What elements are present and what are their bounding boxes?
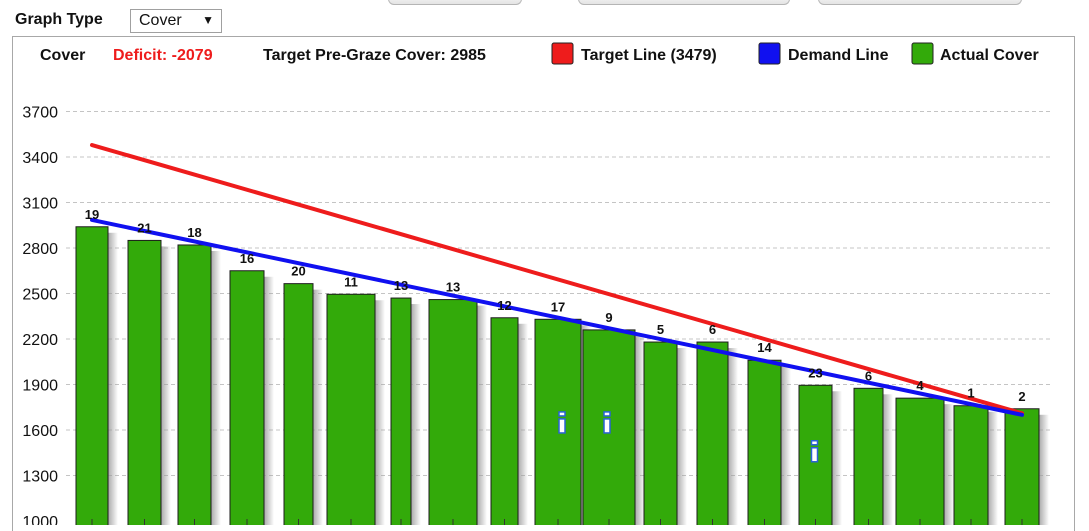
bar-label: 12	[497, 298, 511, 313]
cover-label: Cover	[40, 47, 85, 64]
bar-shadow	[728, 348, 738, 525]
bar-label: 4	[916, 378, 924, 393]
bar	[953, 405, 989, 525]
bar-label: 17	[551, 299, 565, 314]
bars	[75, 226, 1049, 525]
target-line	[90, 143, 1024, 416]
bar-shadow	[518, 323, 528, 525]
bar-shadow	[411, 304, 421, 525]
bar	[895, 397, 945, 525]
bar-shadow	[781, 366, 791, 525]
bar-label: 16	[240, 251, 254, 266]
graph-type-value: Cover	[139, 12, 182, 29]
legend: Target Line (3479) Demand Line Actual Co…	[551, 42, 1039, 65]
bar-shadow	[677, 348, 687, 525]
bar-shadow	[264, 276, 274, 525]
info-icon	[810, 447, 819, 463]
bar-shadow	[1039, 414, 1049, 525]
chart-frame	[12, 36, 1075, 531]
chevron-down-icon: ▼	[202, 13, 214, 27]
y-tick-label: 2500	[22, 287, 58, 304]
y-tick-label: 3700	[22, 105, 58, 122]
bar	[177, 244, 212, 525]
deficit-value: Deficit: -2079	[113, 47, 213, 64]
bar-shadow	[211, 250, 221, 525]
y-tick-label: 2200	[22, 332, 58, 349]
bar-label: 13	[446, 280, 460, 295]
legend-swatch-target	[551, 42, 574, 65]
trend-lines	[90, 143, 1024, 417]
y-tick-label: 2800	[22, 241, 58, 258]
bar-shadow	[988, 411, 998, 525]
target-pre-graze-cover: Target Pre-Graze Cover: 2985	[263, 47, 486, 64]
y-tick-label: 1300	[22, 469, 58, 486]
bar-label: 11	[344, 274, 358, 289]
bar	[229, 270, 265, 525]
legend-label-target: Target Line (3479)	[581, 47, 717, 64]
bar-shadow	[108, 232, 118, 525]
bar-label: 13	[394, 278, 408, 293]
info-icon	[558, 418, 566, 434]
bar-shadow	[313, 289, 323, 525]
bar-label: 21	[137, 220, 151, 235]
y-tick-label: 1900	[22, 378, 58, 395]
demand-line	[90, 217, 1024, 417]
bar-label: 1	[967, 386, 974, 401]
legend-swatch-actual	[911, 42, 934, 65]
bar	[534, 318, 582, 525]
legend-swatch-demand	[758, 42, 781, 65]
bar	[326, 293, 376, 525]
bar-shadow	[477, 305, 487, 525]
bar-shadow	[635, 335, 645, 525]
bar-label: 14	[757, 340, 772, 355]
bar-label: 5	[657, 322, 664, 337]
info-icon	[810, 440, 819, 446]
legend-label-actual: Actual Cover	[940, 47, 1039, 64]
y-tick-label: 3100	[22, 196, 58, 213]
bar-label: 19	[85, 207, 99, 222]
bar	[127, 239, 162, 525]
bar	[643, 341, 678, 525]
bar-shadow	[944, 404, 954, 525]
bar-shadow	[832, 391, 842, 525]
bar	[490, 317, 519, 525]
info-icon	[603, 418, 611, 434]
bar	[390, 297, 412, 525]
bar	[75, 226, 109, 525]
legend-label-demand: Demand Line	[788, 47, 889, 64]
bar-label: 23	[808, 365, 822, 380]
bar-label: 6	[865, 368, 872, 383]
bar-label: 18	[187, 225, 201, 240]
bar	[747, 359, 782, 525]
y-tick-label: 1600	[22, 423, 58, 440]
bar	[283, 283, 314, 525]
y-tick-label: 1000	[22, 514, 58, 525]
y-tick-label: 3400	[22, 150, 58, 167]
toolbar: Graph Type Cover ▼	[0, 0, 1089, 36]
info-markers	[558, 411, 819, 463]
graph-type-select[interactable]: Cover ▼	[130, 9, 222, 33]
bar-label: 6	[709, 322, 716, 337]
bar-label: 2	[1018, 389, 1025, 404]
y-axis: 1000 1300 1600 1900 2200 2500 2800 3100 3400 3700	[22, 105, 58, 526]
bar-shadow	[375, 300, 385, 525]
graph-type-label: Graph Type	[15, 11, 103, 28]
bar-shadow	[883, 394, 893, 525]
info-icon	[603, 411, 611, 417]
bar	[428, 299, 478, 525]
bar	[853, 387, 884, 525]
bar	[1004, 408, 1040, 525]
bar-shadow	[161, 246, 171, 525]
bar	[696, 341, 729, 525]
info-icon	[558, 411, 566, 417]
bar-label: 9	[605, 310, 612, 325]
bar-label: 20	[291, 264, 305, 279]
